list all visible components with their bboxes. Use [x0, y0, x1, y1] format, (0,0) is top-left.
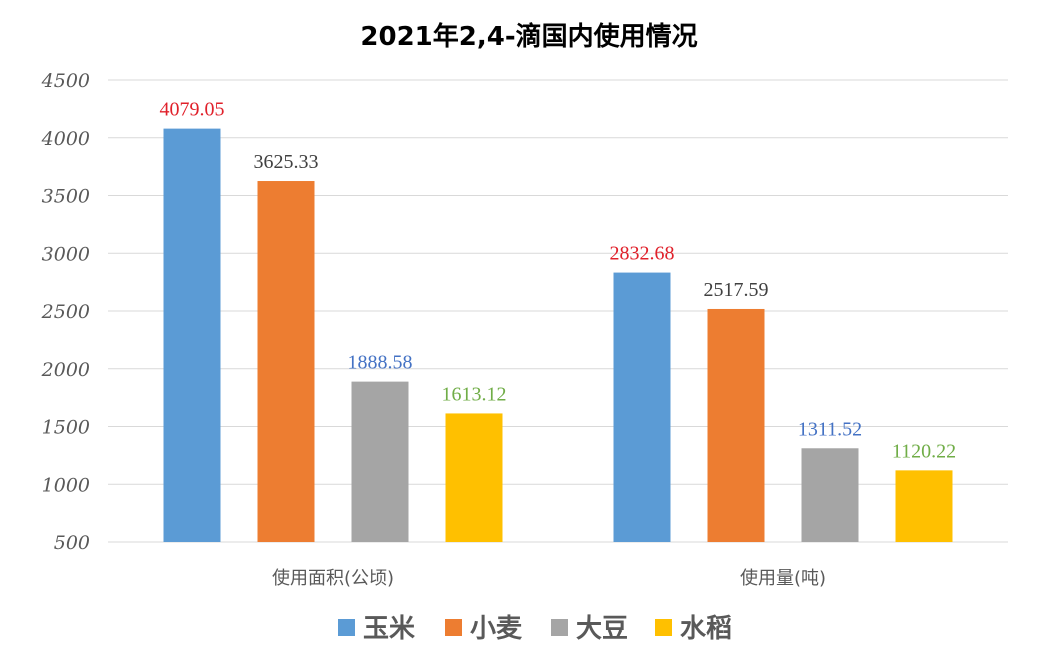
bar [895, 470, 953, 542]
data-label: 4079.05 [160, 99, 225, 121]
y-tick-label: 4000 [41, 128, 90, 150]
data-label: 3625.33 [254, 151, 319, 173]
data-label: 2517.59 [704, 279, 769, 301]
legend: 玉米 小麦 大豆 水稻 [338, 614, 732, 644]
y-axis-ticks: 500 1000 1500 2000 2500 3000 3500 4000 4500 [41, 70, 90, 554]
legend-swatch [655, 619, 672, 636]
legend-item: 小麦 [445, 614, 523, 644]
y-tick-label: 3500 [42, 186, 90, 208]
y-tick-label: 2000 [41, 359, 90, 381]
bar [257, 181, 315, 542]
gridlines [108, 79, 1008, 543]
legend-swatch [445, 619, 462, 636]
data-label: 1613.12 [442, 383, 507, 405]
data-labels: 4079.05 3625.33 1888.58 1613.12 2832.68 2517.… [160, 99, 957, 463]
chart-title: 2021年2,4-滴国内使用情况 [360, 21, 697, 52]
legend-label: 玉米 [363, 614, 415, 644]
legend-item: 水稻 [655, 614, 732, 644]
y-tick-label: 1000 [42, 474, 90, 496]
bar [351, 381, 409, 542]
bar [445, 413, 503, 542]
y-tick-label: 4500 [41, 70, 90, 92]
data-label: 1120.22 [892, 440, 956, 462]
data-label: 1311.52 [798, 418, 862, 440]
data-label: 1888.58 [348, 352, 413, 374]
bar [613, 272, 671, 542]
data-label: 2832.68 [610, 243, 675, 265]
y-tick-label: 500 [54, 532, 90, 554]
legend-item: 玉米 [338, 614, 415, 644]
y-tick-label: 3000 [42, 243, 90, 265]
bar [801, 448, 859, 542]
x-category-label: 使用量(吨) [740, 568, 826, 589]
legend-item: 大豆 [551, 614, 628, 644]
x-category-label: 使用面积(公顷) [272, 568, 394, 589]
legend-swatch [551, 619, 568, 636]
bar [163, 128, 221, 542]
y-tick-label: 2500 [41, 301, 90, 323]
y-tick-label: 1500 [42, 417, 90, 439]
legend-swatch [338, 619, 355, 636]
bars [163, 128, 953, 542]
legend-label: 大豆 [576, 614, 628, 644]
legend-label: 小麦 [470, 614, 523, 644]
bar [707, 308, 765, 542]
x-axis-categories: 使用面积(公顷) 使用量(吨) [272, 568, 826, 589]
legend-label: 水稻 [680, 614, 732, 644]
